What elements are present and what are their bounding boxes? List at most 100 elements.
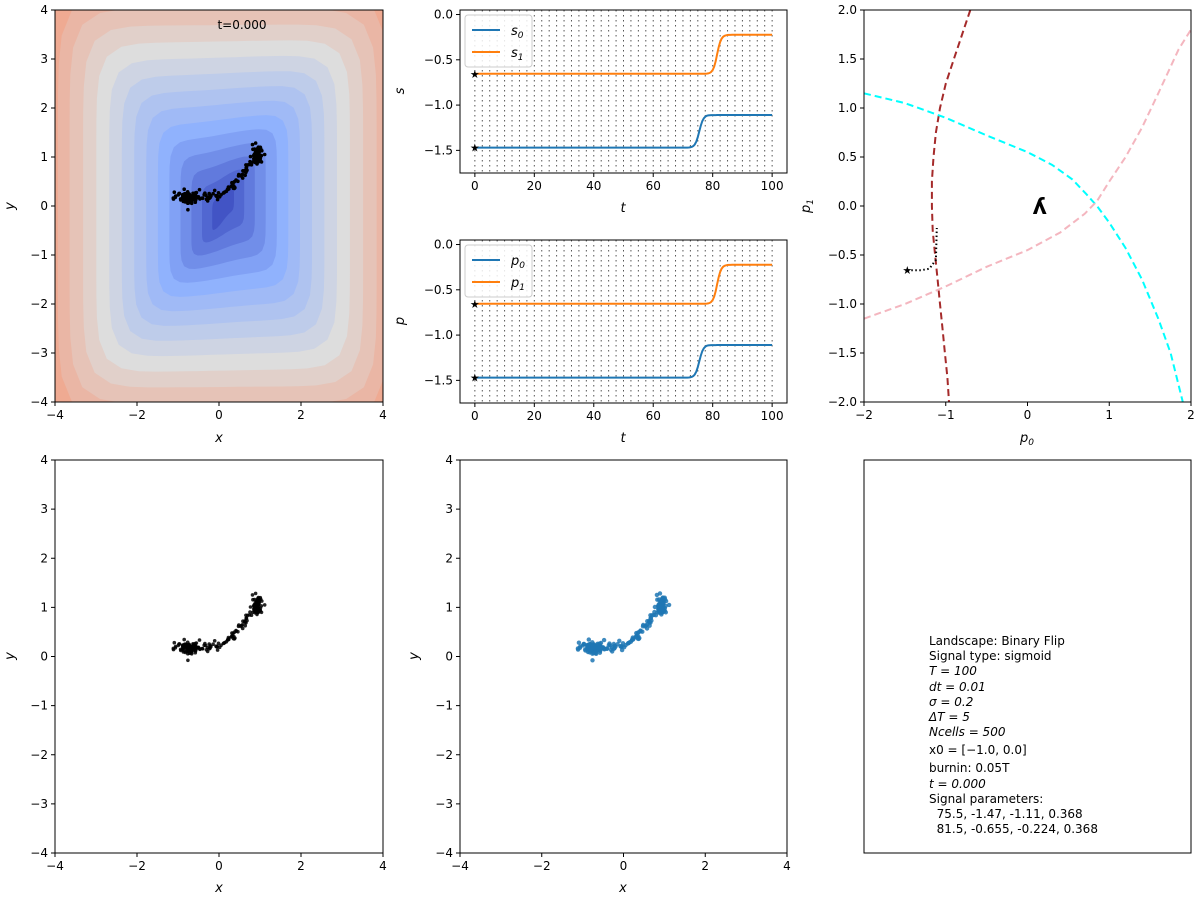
x-tick-label: 0 xyxy=(471,409,479,423)
cell-point xyxy=(191,642,196,647)
y-tick-label: −3 xyxy=(30,797,48,811)
info-line-7: x0 = [−1.0, 0.0] xyxy=(929,743,1027,757)
cell-point xyxy=(590,658,595,663)
info-line-4: σ = 0.2 xyxy=(929,695,973,709)
cell-point xyxy=(636,636,641,642)
cell-point xyxy=(248,610,252,614)
cell-point xyxy=(259,160,264,164)
y-tick-label: 0.0 xyxy=(838,199,857,213)
y-tick-label: −1.0 xyxy=(424,328,453,342)
series-line-s1 xyxy=(474,33,773,75)
cell-point xyxy=(625,641,631,646)
cells-blue-xlabel: x xyxy=(618,881,627,896)
cell-point xyxy=(234,629,238,633)
x-tick-label: −4 xyxy=(451,859,469,873)
time-annotation: t=0.000 xyxy=(217,18,266,32)
cell-point xyxy=(193,650,198,655)
cell-point xyxy=(192,646,197,651)
cell-point xyxy=(193,200,198,204)
y-tick-label: −1.0 xyxy=(828,297,857,311)
x-tick-label: 2 xyxy=(297,859,305,873)
y-tick-label: 3 xyxy=(40,502,48,516)
info-line-5: ΔT = 5 xyxy=(928,710,970,724)
landscape-cells xyxy=(171,141,267,212)
y-tick-label: 2.0 xyxy=(838,3,857,17)
parameter-axes: 0 20 40 60 80 100 0.0 −0.5 −1.0 −1.5 xyxy=(424,238,784,423)
cell-point xyxy=(205,199,210,203)
bifurcation-axes: −2 −1 0 1 2 2.0 1.5 1.0 0.5 0.0 −0.5 −1.0 −1.5 −2.0 xyxy=(828,3,1195,422)
cell-point xyxy=(216,191,221,195)
y-tick-label: 0 xyxy=(40,199,48,213)
cell-point xyxy=(207,191,211,196)
x-tick-label: 20 xyxy=(527,409,542,423)
cell-point xyxy=(182,195,186,200)
cell-point xyxy=(240,626,245,631)
bifurcation-curves: ★ʎ xyxy=(864,10,1191,402)
x-tick-label: −2 xyxy=(533,859,551,873)
cell-point xyxy=(597,650,603,655)
x-tick-label: 100 xyxy=(761,409,784,423)
cell-point xyxy=(243,173,247,178)
cell-point xyxy=(575,646,581,651)
cell-point xyxy=(611,641,616,647)
cell-point xyxy=(586,637,591,642)
cell-point xyxy=(651,612,656,618)
x-tick-label: −2 xyxy=(855,408,873,422)
info-line-3: dt = 0.01 xyxy=(929,680,986,694)
x-tick-label: −4 xyxy=(46,859,64,873)
cell-point xyxy=(581,641,586,647)
cell-point xyxy=(606,643,611,648)
cell-point xyxy=(244,613,248,618)
cell-point xyxy=(258,147,263,151)
cell-point xyxy=(197,187,202,192)
cell-point xyxy=(188,646,192,650)
cell-point xyxy=(236,174,241,178)
contour-band xyxy=(212,182,234,230)
cell-point xyxy=(198,197,202,201)
cell-point xyxy=(601,637,607,643)
cell-point xyxy=(178,647,183,652)
cell-point xyxy=(232,637,237,641)
cell-point xyxy=(663,610,668,615)
cell-point xyxy=(586,645,591,651)
cell-point xyxy=(182,187,186,191)
cells-blue-axes: −4 −2 0 2 4 −4 −3 −2 −1 0 1 2 3 4 xyxy=(435,453,791,873)
y-tick-label: −0.5 xyxy=(828,248,857,262)
cell-point xyxy=(250,142,255,147)
x-tick-label: 0 xyxy=(1024,408,1032,422)
y-tick-label: −0.5 xyxy=(424,283,453,297)
cell-point xyxy=(257,602,261,606)
cell-point xyxy=(576,640,582,645)
signal-legend-box xyxy=(464,14,533,68)
cell-point xyxy=(217,645,222,649)
parameter-ylabel: p xyxy=(393,317,408,326)
legend-label-s0: s0 xyxy=(511,24,524,41)
cell-point xyxy=(254,157,259,162)
cell-point xyxy=(205,649,210,654)
cell-point xyxy=(247,162,252,167)
signal-vlines xyxy=(474,10,773,173)
cell-point xyxy=(212,188,217,193)
cell-point xyxy=(244,165,249,170)
x-tick-label: 80 xyxy=(705,179,720,193)
cell-point xyxy=(656,606,661,612)
cell-point xyxy=(262,152,267,157)
cell-point xyxy=(248,605,253,609)
cell-point xyxy=(253,591,258,596)
cell-point xyxy=(620,641,626,646)
y-tick-label: 1 xyxy=(445,600,453,614)
y-tick-label: 0.5 xyxy=(838,150,857,164)
series-line-s0 xyxy=(474,114,773,149)
x-tick-label: 4 xyxy=(379,408,387,422)
start-marker-p0: ★ xyxy=(470,372,480,385)
cells-black-ylabel: y xyxy=(3,652,18,661)
x-tick-label: 0 xyxy=(471,179,479,193)
cells-black-xlabel: x xyxy=(214,881,223,896)
cell-point xyxy=(232,186,237,191)
info-line-8: burnin: 0.05T xyxy=(929,761,1010,775)
y-tick-label: 4 xyxy=(40,453,48,467)
cell-point xyxy=(240,172,245,177)
signal-frame xyxy=(459,9,788,174)
cell-point xyxy=(244,616,249,620)
info-panel: Landscape: Binary Flip Signal type: sigm… xyxy=(863,459,1192,854)
